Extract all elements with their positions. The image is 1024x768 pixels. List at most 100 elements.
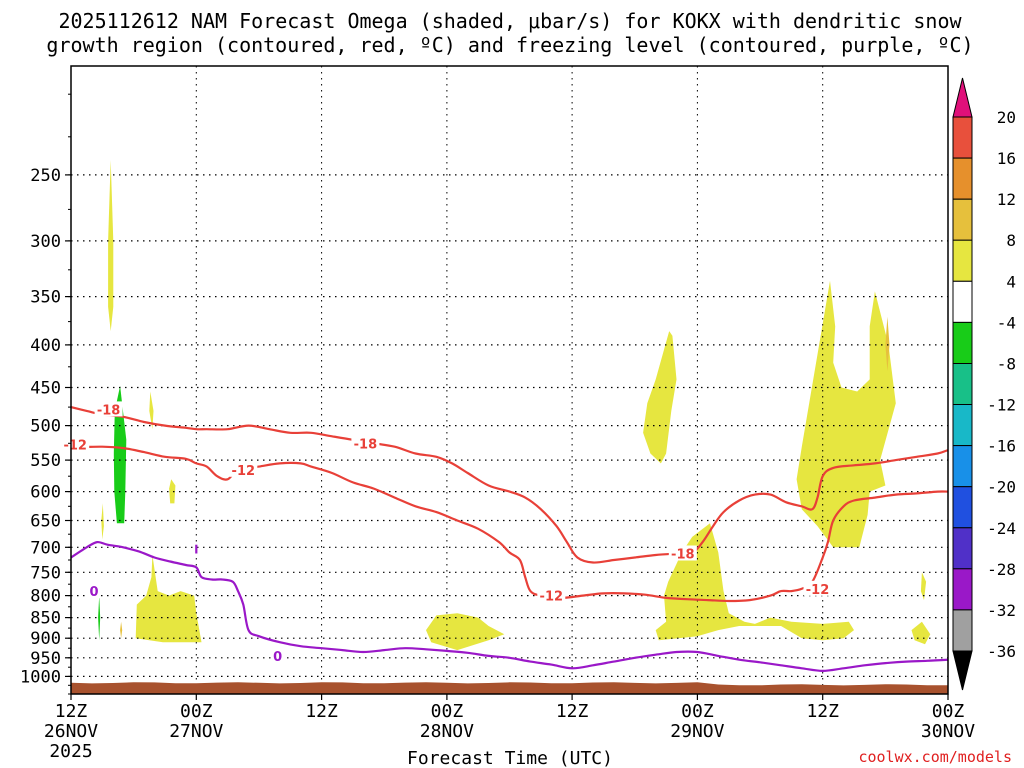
colorbar-bin <box>952 116 973 159</box>
contour-label: -12 <box>806 583 830 598</box>
omega-region-yellow-plume-upper-27nov <box>108 160 114 332</box>
omega-region-yellow-blob-750 <box>920 572 927 601</box>
freezing-level-line <box>71 540 948 673</box>
y-axis: 2503003504004505005506006507007508008509… <box>20 93 71 695</box>
plot-frame <box>70 65 949 695</box>
colorbar: 20 16 12 8 4 -4 -8 -12 -16 -20 -24 -28 -32 -36 <box>952 77 1016 691</box>
y-tick-label: 800 <box>30 587 61 607</box>
colorbar-bin <box>952 157 973 200</box>
colorbar-bin <box>952 404 973 447</box>
contour-label-bg <box>61 436 90 452</box>
colorbar-bin <box>952 363 973 406</box>
colorbar-label: -12 <box>987 396 1016 415</box>
y-tick-label: 1000 <box>20 667 61 687</box>
contour-lines <box>71 406 948 673</box>
colorbar-label: -16 <box>987 437 1016 456</box>
x-tick-label-year: 2025 <box>49 741 92 762</box>
terrain <box>71 682 948 694</box>
contour-label: -18 <box>97 403 121 418</box>
colorbar-bin <box>952 486 973 529</box>
contour-label: -18 <box>671 548 695 563</box>
contour-label-bg <box>271 647 284 663</box>
colorbar-bin <box>952 527 973 570</box>
x-tick-label-time: 00Z <box>681 701 714 722</box>
colorbar-bin <box>952 280 973 323</box>
contour-label: -12 <box>63 439 87 454</box>
omega-region-yellow-sliver-480 <box>149 391 154 430</box>
x-tick-label-time: 12Z <box>55 701 88 722</box>
chart-title-line-2: growth region (contoured, red, ºC) and f… <box>46 33 973 57</box>
y-tick-label: 250 <box>30 166 61 186</box>
colorbar-label: -24 <box>987 519 1016 538</box>
x-tick-label-date: 26NOV <box>44 721 98 742</box>
x-axis-label: Forecast Time (UTC) <box>407 748 613 768</box>
colorbar-bin <box>952 239 973 282</box>
colorbar-label: 4 <box>1006 272 1016 291</box>
contour-label-bg <box>668 545 697 561</box>
colorbar-label: -4 <box>997 313 1016 332</box>
contour-label: 0 <box>89 585 98 600</box>
omega-region-yellow-low-28nov <box>426 613 505 651</box>
omega-region-yellow-sliver-27nov <box>101 503 104 540</box>
colorbar-label: 16 <box>997 149 1016 168</box>
omega-region-orange-core-29nov <box>885 316 890 372</box>
y-tick-label: 500 <box>30 417 61 437</box>
contour-label-bg <box>88 583 100 599</box>
colorbar-bin <box>952 445 973 488</box>
x-tick-label-time: 12Z <box>556 701 589 722</box>
omega-region-yellow-blob-600 <box>169 479 176 504</box>
omega-region-green-sliver-low <box>98 595 101 641</box>
terrain-fill <box>71 682 948 694</box>
contour-label: -12 <box>232 464 256 479</box>
omega-region-yellow-low-29nov <box>655 523 854 641</box>
x-tick-label-time: 12Z <box>806 701 839 722</box>
y-tick-label: 600 <box>30 483 61 503</box>
colorbar-label: -20 <box>987 478 1016 497</box>
x-tick-label-time: 12Z <box>305 701 338 722</box>
y-tick-label: 650 <box>30 512 61 532</box>
contour-label: -18 <box>354 437 378 452</box>
colorbar-label: 12 <box>997 190 1016 209</box>
contour-labels: -18 -12 -12 -18 -12 -18 -12 0 0 <box>61 401 832 665</box>
isotherm-minus12 <box>71 442 948 603</box>
y-tick-label: 350 <box>30 288 61 308</box>
colorbar-bottom-triangle <box>952 650 973 691</box>
contour-label-bg <box>351 435 380 451</box>
x-tick-label-date: 27NOV <box>169 721 223 742</box>
colorbar-label: 8 <box>1006 231 1016 250</box>
y-tick-label: 700 <box>30 538 61 558</box>
y-tick-label: 550 <box>30 451 61 471</box>
colorbar-bin <box>952 568 973 611</box>
y-tick-label: 450 <box>30 379 61 399</box>
colorbar-label: -32 <box>987 601 1016 620</box>
isotherm-minus18 <box>71 406 948 564</box>
omega-region-green-column-27nov <box>113 385 127 524</box>
omega-region-yellow-low-27nov <box>135 555 202 643</box>
colorbar-label: 20 <box>997 108 1016 127</box>
y-tick-label: 400 <box>30 336 61 356</box>
y-tick-label: 900 <box>30 629 61 649</box>
x-tick-label-date: 28NOV <box>420 721 474 742</box>
y-tick-label: 850 <box>30 609 61 629</box>
colorbar-bin <box>952 609 973 652</box>
omega-region-yellow-blob-890 <box>911 621 931 645</box>
contour-label-bg <box>229 461 258 477</box>
omega-region-orange-low-core <box>120 621 123 639</box>
colorbar-bin <box>952 198 973 241</box>
y-tick-label: 750 <box>30 563 61 583</box>
credit-text: coolwx.com/models <box>858 748 1012 766</box>
contour-label: -12 <box>540 590 564 605</box>
omega-region-yellow-upper-28nov <box>643 331 677 464</box>
colorbar-label: -8 <box>997 355 1016 374</box>
y-tick-label: 300 <box>30 232 61 252</box>
chart-title-line-1: 2025112612 NAM Forecast Omega (shaded, μ… <box>58 9 962 33</box>
colorbar-label: -36 <box>987 642 1016 661</box>
x-tick-label-date: 30NOV <box>921 721 975 742</box>
contour-label-bg <box>537 587 566 603</box>
contour-label-bg <box>803 580 832 596</box>
x-tick-label-time: 00Z <box>932 701 965 722</box>
contour-label: 0 <box>273 650 282 665</box>
y-tick-label: 950 <box>30 649 61 669</box>
